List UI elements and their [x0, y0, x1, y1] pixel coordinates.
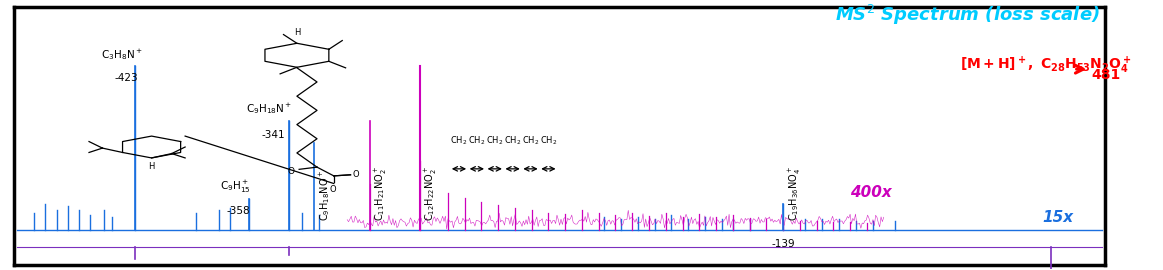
Text: MS$^2$ Spectrum (loss scale): MS$^2$ Spectrum (loss scale) — [835, 4, 1099, 28]
Text: -358: -358 — [227, 206, 250, 216]
Text: $\mathsf{CH_2}$: $\mathsf{CH_2}$ — [469, 134, 485, 147]
Text: $\mathsf{CH_2}$: $\mathsf{CH_2}$ — [486, 134, 504, 147]
Text: $\mathsf{CH_2}$: $\mathsf{CH_2}$ — [540, 134, 557, 147]
Text: $\mathsf{CH_2}$: $\mathsf{CH_2}$ — [450, 134, 468, 147]
Text: 481: 481 — [1092, 68, 1121, 82]
Text: $\mathsf{CH_2}$: $\mathsf{CH_2}$ — [504, 134, 521, 147]
Text: -341: -341 — [262, 130, 285, 140]
Text: H: H — [149, 162, 155, 171]
Text: $\mathsf{C_{19}H_{36}NO_4^+}$: $\mathsf{C_{19}H_{36}NO_4^+}$ — [786, 166, 802, 221]
Text: O: O — [352, 170, 359, 179]
Text: H: H — [294, 28, 300, 37]
Text: -139: -139 — [771, 239, 795, 249]
Text: O: O — [287, 167, 294, 176]
Text: $\mathsf{C_9H_{18}N^+}$: $\mathsf{C_9H_{18}N^+}$ — [245, 102, 292, 116]
Text: $\mathbf{[M + H]^+}$$\mathbf{,\ C_{28}H_{53}N_2O_4^+}$: $\mathbf{[M + H]^+}$$\mathbf{,\ C_{28}H_… — [959, 55, 1132, 76]
Text: -423: -423 — [114, 73, 137, 83]
Text: 400x: 400x — [850, 185, 892, 200]
Text: $\mathsf{C_3H_8N^+}$: $\mathsf{C_3H_8N^+}$ — [100, 47, 142, 62]
Text: 15x: 15x — [1042, 211, 1073, 225]
Text: $\mathsf{CH_2}$: $\mathsf{CH_2}$ — [522, 134, 540, 147]
Text: $\mathsf{C_9H_{15}^+}$: $\mathsf{C_9H_{15}^+}$ — [220, 179, 251, 195]
Text: $\mathsf{C_{12}H_{22}NO_2^+}$: $\mathsf{C_{12}H_{22}NO_2^+}$ — [423, 166, 440, 221]
Text: O: O — [329, 185, 336, 194]
Text: $\mathsf{C_9H_{18}NO^+}$: $\mathsf{C_9H_{18}NO^+}$ — [317, 170, 331, 221]
Text: $\mathsf{C_{11}H_{21}NO_2^+}$: $\mathsf{C_{11}H_{21}NO_2^+}$ — [373, 166, 388, 221]
